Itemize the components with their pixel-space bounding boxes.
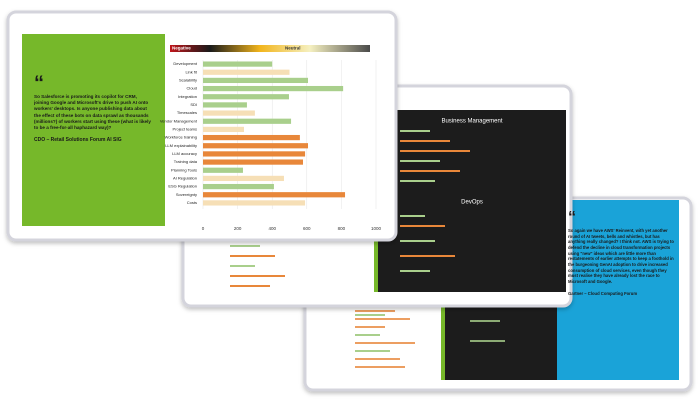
bar (203, 61, 273, 67)
y-tick-label: LLM explainability (165, 143, 197, 148)
quote-panel (557, 200, 679, 380)
y-tick-label: AI Regulation (173, 175, 197, 180)
y-tick-label: SDI (190, 102, 197, 107)
bar (203, 118, 292, 124)
panel-title: Business Management (441, 119, 502, 125)
y-tick-label: Cloud (187, 86, 197, 91)
legend-label: Negative (172, 46, 191, 51)
quote: So again we have AWS' Reinvent, with yet… (568, 228, 674, 296)
bar (203, 151, 306, 157)
bar (203, 183, 274, 190)
x-tick-label: 200 (234, 226, 242, 231)
bar (203, 134, 300, 141)
y-tick-label: Link fit (185, 69, 197, 74)
y-tick-label: Project teams (173, 126, 197, 131)
bar (203, 69, 290, 75)
y-tick-label: Planning Tools (171, 167, 197, 172)
y-tick-label: Sovereignty (176, 192, 197, 197)
quote-attribution: CDO – Retail Solutions Forum AI SIG (34, 137, 122, 144)
bar (203, 143, 309, 149)
y-tick-label: Training data (174, 159, 198, 164)
x-tick-label: 600 (303, 226, 311, 231)
x-tick-label: 1000 (371, 226, 382, 231)
bar (203, 126, 245, 133)
legend-gradient (170, 45, 370, 52)
bar (203, 77, 309, 84)
quote-mark: “ (568, 209, 576, 226)
bar (203, 159, 303, 165)
y-tick-label: Integration (178, 94, 197, 99)
bar (203, 200, 306, 206)
x-tick-label: 0 (202, 226, 205, 231)
y-tick-label: Vendor Management (160, 118, 198, 123)
panel-title: DevOps (461, 200, 483, 206)
quote-attribution: Gartner – Cloud Computing Forum (568, 290, 638, 296)
y-tick-label: LLM accuracy (172, 151, 197, 156)
x-tick-label: 400 (268, 226, 276, 231)
bar (203, 175, 284, 182)
legend-label: Neutral (285, 46, 301, 51)
y-tick-label: ESG Regulation (168, 184, 197, 189)
y-tick-label: Timescales (177, 110, 197, 115)
y-tick-label: Scalability (179, 77, 197, 82)
thumbnail-bars (230, 130, 470, 287)
y-tick-label: Workforce training (165, 135, 197, 140)
quote-text: So Salesforce is promoting its copilot f… (34, 94, 151, 130)
x-tick-label: 800 (338, 226, 346, 231)
bar (203, 110, 255, 116)
quote-mark: “ (34, 72, 44, 94)
bar (203, 94, 289, 100)
y-tick-label: Development (173, 61, 197, 66)
bar (203, 102, 247, 108)
quote: So Salesforce is promoting its copilot f… (34, 94, 151, 144)
thumbnail-bars (355, 314, 390, 352)
bar (203, 167, 243, 173)
quote-text: So again we have AWS' Reinvent, with yet… (568, 228, 674, 285)
bar (203, 192, 346, 198)
bar (203, 85, 344, 92)
y-tick-label: Costs (187, 200, 197, 205)
quote-panel (22, 34, 165, 226)
